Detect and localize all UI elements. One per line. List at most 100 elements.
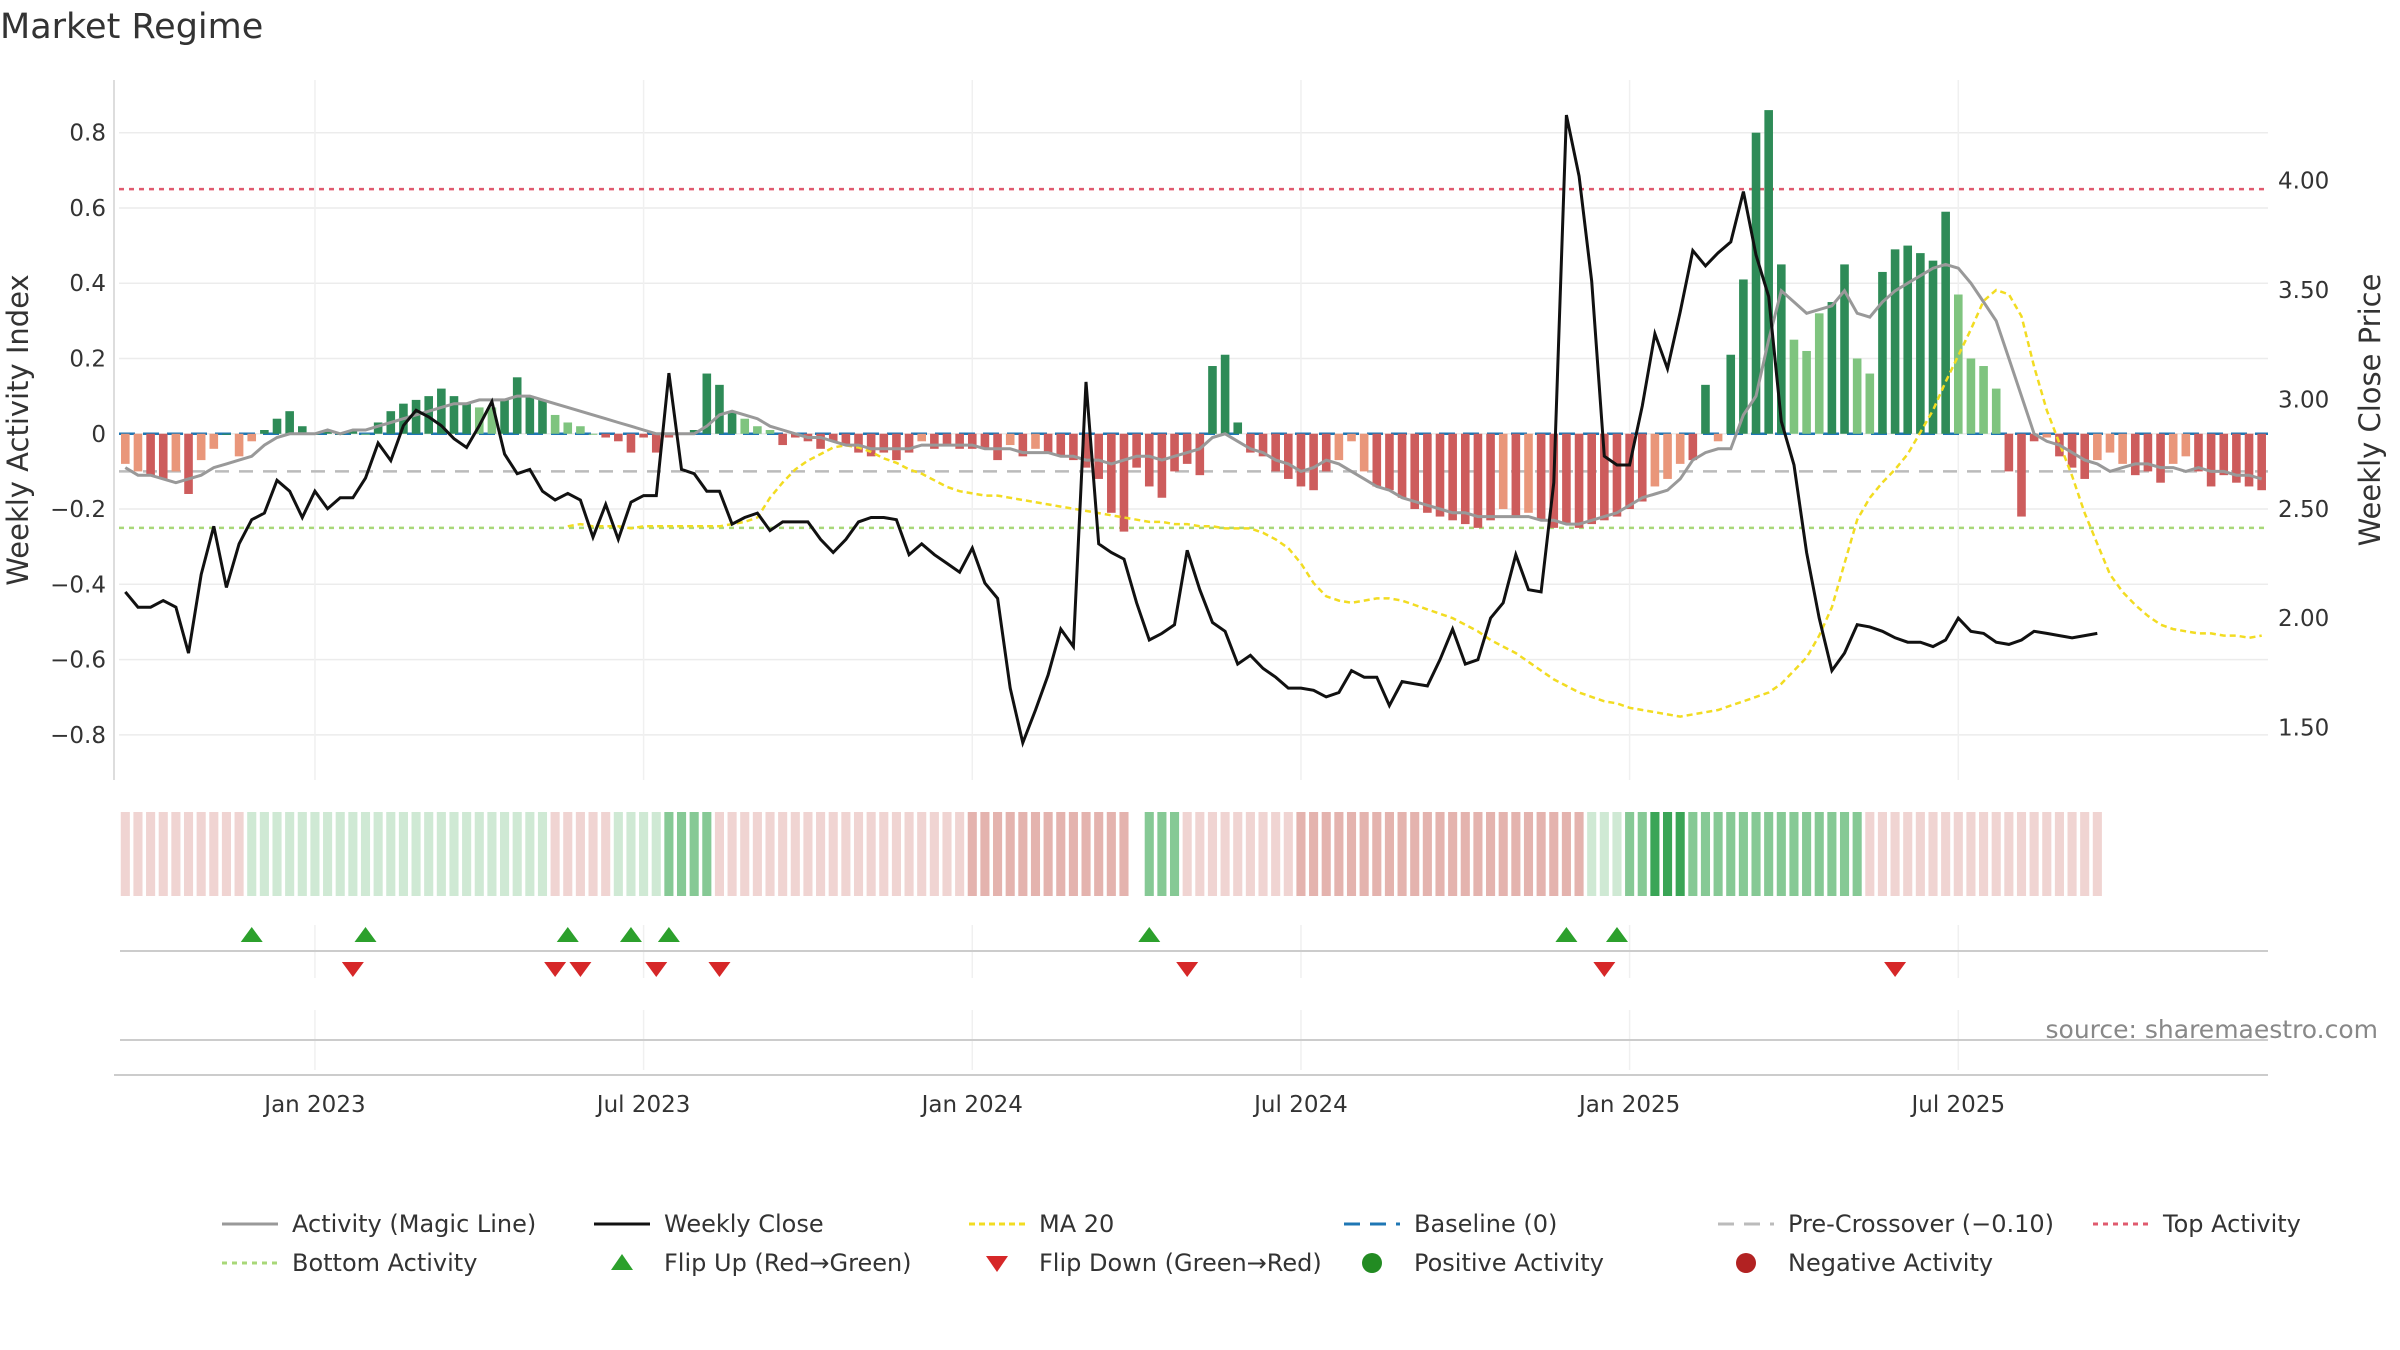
regime-strip-cell [790,812,800,896]
activity-bar [1802,350,1811,434]
regime-strip-cell [1625,812,1635,896]
activity-bar [702,373,712,434]
activity-bar [1410,433,1420,510]
regime-strip-cell [1587,812,1597,896]
regime-strip-cell [1030,812,1041,896]
activity-bar [2105,433,2115,453]
right-y-ticks: 4.00 3.50 3.00 2.50 2.00 1.50 [2278,169,2329,742]
regime-strip-cell [1258,812,1268,896]
activity-bar [121,433,130,464]
activity-bar [184,433,193,494]
activity-bar [576,426,585,434]
legend-label: MA 20 [1039,1210,1114,1238]
left-y-tick-label: −0.2 [50,497,106,523]
regime-strip-cell [1700,812,1711,896]
regime-strip-cell [1448,812,1458,896]
regime-strip-cell [917,812,927,896]
activity-bar [424,396,434,434]
left-y-ticks: 0.8 0.6 0.4 0.2 0 −0.2 −0.4 −0.6 −0.8 [50,121,106,749]
regime-strip-cell [1751,812,1761,896]
weekly-close-line [124,114,2098,748]
regime-strip-cell [323,812,333,896]
regime-strip-cell [335,812,345,896]
left-y-tick-label: −0.6 [50,648,106,674]
activity-bar [1941,211,1950,434]
regime-strip-cell [1460,812,1470,896]
regime-strip-cell [891,812,901,896]
flip-down-marker [1176,962,1199,977]
regime-strip-cell [550,812,560,896]
activity-bar [1536,433,1546,521]
regime-strip-cell [651,812,661,896]
legend-swatch [1362,1253,1382,1273]
main-gridlines [119,80,2268,780]
activity-bar [892,433,901,461]
regime-strip-cell [816,812,826,896]
regime-strip-cell [360,812,371,896]
regime-strip-cell [2054,812,2064,896]
activity-bar [1701,384,1710,434]
regime-strip-cell [740,812,750,896]
activity-bar [1751,132,1761,434]
regime-strip-cell [1309,812,1319,896]
regime-strip-cell [2016,812,2027,896]
regime-strip-cell [765,812,775,896]
activity-bar [588,433,598,435]
regime-strip-cell [1435,812,1445,896]
activity-bar [955,433,964,449]
regime-strip-cell [1675,812,1685,896]
regime-strip-cell [1372,812,1382,896]
regime-strip-cell [146,812,156,896]
regime-strip-cell [411,812,421,896]
regime-strip-cell [841,812,851,896]
regime-strip-cell [1473,812,1483,896]
right-y-tick-label: 3.50 [2278,278,2329,304]
left-y-tick-label: −0.8 [50,723,106,749]
activity-bar [841,433,851,446]
regime-strip-cell [424,812,434,896]
regime-strip-cell [221,812,232,896]
regime-strip-cell [714,812,725,896]
left-y-tick-label: 0.4 [69,271,106,297]
flip-down-marker [708,962,731,977]
activity-bar [1562,433,1571,525]
regime-strip-cell [436,812,446,896]
left-y-tick-label: 0 [91,422,106,448]
activity-bar [1094,433,1103,479]
regime-strip-cell [803,812,813,896]
regime-strip-cell [1764,812,1774,896]
regime-strip-cell [1056,812,1066,896]
activity-bar [1688,433,1698,461]
regime-strip-cell [1384,812,1394,896]
regime-strip-cell [1157,812,1167,896]
activity-bar [2118,433,2127,464]
regime-strip-cell [1523,812,1534,896]
activity-bar [651,433,661,453]
regime-strip-cell [1903,812,1913,896]
right-y-tick-label: 3.00 [2278,387,2329,413]
regime-strip-cell [1359,812,1369,896]
activity-bar [1524,433,1533,513]
legend-label: Top Activity [2162,1210,2301,1238]
regime-strip-cell [1233,812,1243,896]
activity-bar [1233,422,1243,434]
activity-bar [1827,302,1837,434]
activity-bar [1928,260,1938,434]
activity-bar [2093,433,2102,461]
regime-strip-cell [1144,812,1154,896]
activity-bar [1574,433,1584,528]
regime-strip-cell [1498,812,1508,896]
activity-bar [1069,433,1078,461]
activity-bar [1107,433,1116,513]
regime-strip-cell [209,812,219,896]
regime-strip-cell [752,812,762,896]
regime-strip-cell [689,812,699,896]
regime-strip-cell [449,812,459,896]
activity-bar [1170,433,1179,472]
regime-strip-cell [664,812,674,896]
activity-bar [323,430,332,434]
activity-bar [753,426,762,434]
regime-strip-cell [1979,812,1989,896]
regime-strip-cell [1915,812,1925,896]
